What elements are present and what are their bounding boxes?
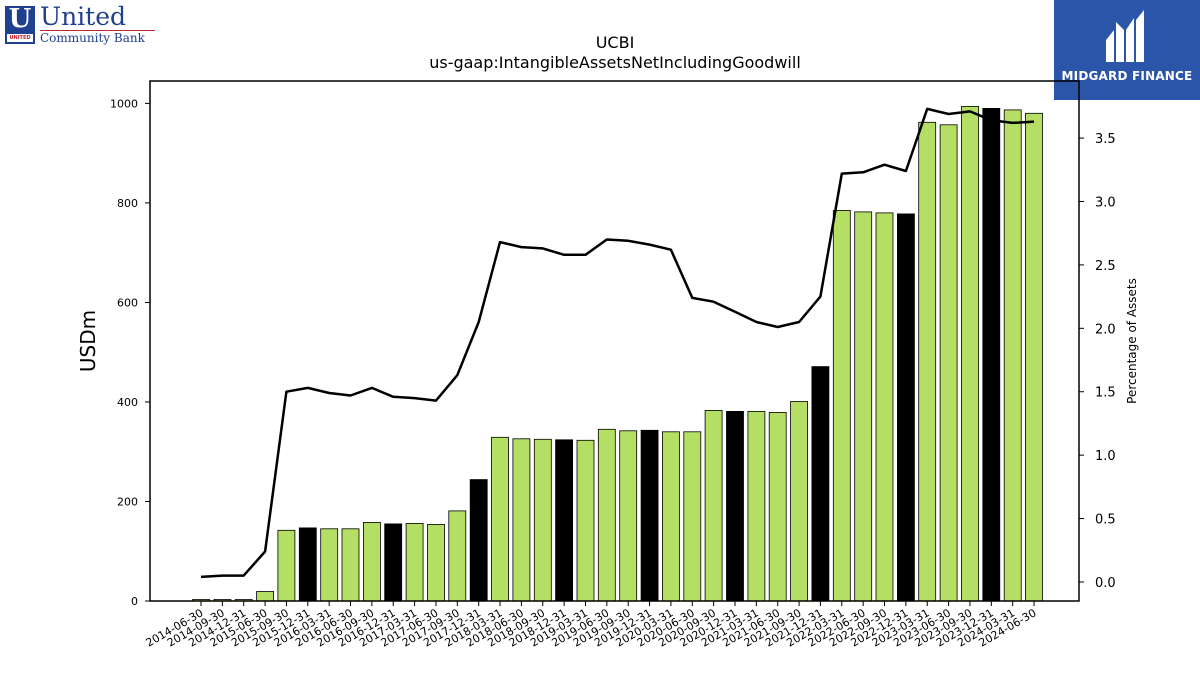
bar-2017-12-31 — [469, 479, 488, 602]
chart-title: UCBI — [596, 33, 635, 52]
bar-2019-09-30 — [619, 430, 638, 602]
logo-mark-letter: U — [8, 4, 32, 34]
y-tick-label: 200 — [117, 495, 138, 508]
midgard-brand-text: MIDGARD FINANCE — [1061, 69, 1193, 83]
bar-2023-09-30 — [961, 106, 979, 602]
y2-axis-label: Percentage of Assets — [1125, 278, 1139, 404]
y2-tick-label: 3.5 — [1095, 132, 1116, 147]
bar-2020-03-31 — [662, 431, 680, 602]
logo-mark-sub: UNITED — [7, 34, 33, 42]
bar-2021-03-31 — [747, 410, 766, 602]
bar-2023-06-30 — [939, 124, 958, 602]
y-axis-label: USDm — [76, 310, 100, 372]
bar-2022-12-31 — [897, 213, 915, 602]
logo-name: United — [40, 2, 127, 31]
united-community-bank-logo: U UNITED United Community Bank — [5, 2, 165, 46]
y2-tick-label: 0.0 — [1095, 576, 1116, 591]
plot-frame — [149, 80, 1080, 602]
bar-2022-06-30 — [854, 211, 873, 602]
bar-2017-06-30 — [427, 524, 445, 602]
bar-2017-03-31 — [405, 523, 424, 602]
bar-2021-12-31 — [811, 366, 830, 602]
bar-2019-03-31 — [576, 439, 595, 602]
bar-2016-12-31 — [384, 523, 403, 602]
bar-2015-12-31 — [298, 527, 317, 602]
bar-2024-06-30 — [1025, 112, 1043, 602]
bar-2015-06-30 — [256, 591, 275, 602]
y2-tick-label: 0.5 — [1095, 513, 1116, 528]
y-tick-label: 1000 — [110, 97, 138, 110]
bar-2015-09-30 — [277, 529, 296, 602]
united-u-mark-icon: U UNITED — [5, 4, 35, 44]
bar-2021-06-30 — [768, 411, 787, 602]
y-axis-right: 0.0 0.5 1.0 1.5 2.0 2.5 3.0 3.5 — [1079, 132, 1116, 591]
bar-2021-09-30 — [790, 401, 808, 602]
y-tick-label: 800 — [117, 197, 138, 210]
y2-tick-label: 1.0 — [1095, 449, 1116, 464]
bar-2017-09-30 — [448, 510, 467, 602]
y-tick-label: 0 — [131, 595, 138, 608]
y-tick-label: 600 — [117, 296, 138, 309]
chart-subtitle: us-gaap:IntangibleAssetsNetIncludingGood… — [429, 53, 801, 72]
bar-2016-03-31 — [320, 528, 339, 602]
midgard-m-logo-icon — [1106, 10, 1144, 62]
bar-2020-06-30 — [683, 431, 702, 602]
y2-tick-label: 3.0 — [1095, 195, 1116, 210]
bar-2023-03-31 — [918, 121, 937, 602]
bar-2016-09-30 — [362, 522, 381, 602]
bar-2022-03-31 — [832, 209, 851, 602]
y2-tick-label: 2.0 — [1095, 322, 1116, 337]
percentage-line — [200, 107, 1035, 579]
bar-2019-12-31 — [640, 429, 659, 602]
x-axis: 2014-06-302014-09-302014-12-312015-06-30… — [144, 601, 1039, 650]
y2-tick-label: 1.5 — [1095, 386, 1116, 401]
logo-tagline: Community Bank — [40, 31, 145, 45]
bar-2016-06-30 — [341, 528, 360, 602]
bar-2020-09-30 — [704, 409, 723, 602]
bar-series — [192, 106, 1043, 602]
line-series — [200, 107, 1035, 579]
bar-2018-03-31 — [491, 436, 509, 602]
bar-2020-12-31 — [726, 410, 744, 602]
y-axis-left: 0 200 400 600 800 1000 — [110, 97, 150, 608]
bar-2018-12-31 — [555, 439, 573, 602]
bar-2018-09-30 — [533, 438, 552, 602]
bar-2018-06-30 — [512, 438, 531, 602]
logo-divider — [40, 30, 155, 31]
bar-2019-06-30 — [597, 428, 616, 602]
bar-2023-12-31 — [982, 108, 1001, 602]
bar-2022-09-30 — [875, 212, 894, 602]
y-tick-label: 400 — [117, 396, 138, 409]
y2-tick-label: 2.5 — [1095, 259, 1116, 274]
bar-2024-03-31 — [1003, 109, 1022, 602]
